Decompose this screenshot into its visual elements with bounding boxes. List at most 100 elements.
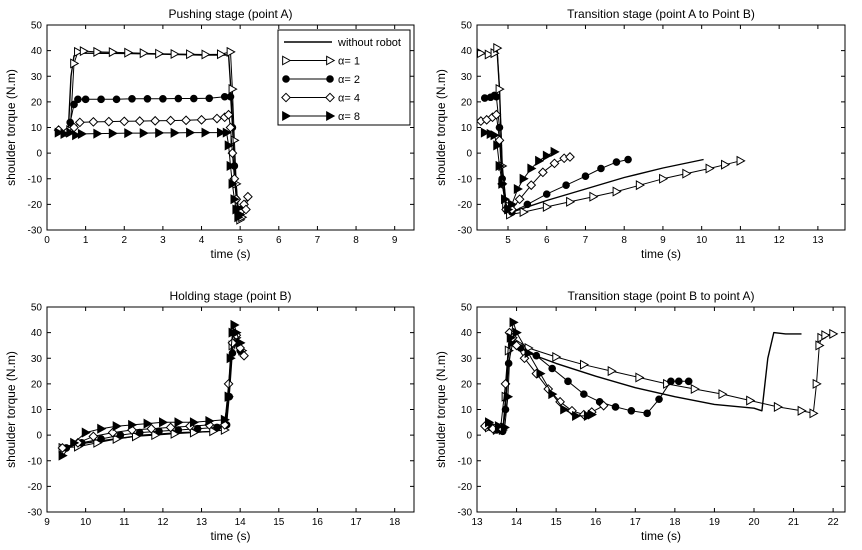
y-tick-label: 30 bbox=[461, 354, 473, 365]
data-point bbox=[159, 95, 167, 103]
data-point bbox=[509, 317, 519, 328]
series-line bbox=[58, 132, 241, 218]
data-point bbox=[589, 191, 599, 202]
x-tick-label: 5 bbox=[505, 235, 511, 246]
legend-marker bbox=[326, 75, 334, 83]
data-point bbox=[495, 123, 504, 132]
data-point bbox=[70, 58, 80, 69]
data-point bbox=[537, 167, 548, 178]
data-point bbox=[550, 146, 560, 157]
data-point bbox=[70, 100, 78, 109]
data-point bbox=[587, 409, 597, 420]
y-tick-label: 30 bbox=[31, 354, 43, 365]
data-point bbox=[643, 409, 651, 418]
series-α-8 bbox=[58, 319, 246, 461]
data-point bbox=[524, 348, 534, 359]
data-point bbox=[484, 49, 494, 60]
data-point bbox=[97, 95, 105, 104]
data-point bbox=[564, 377, 572, 386]
data-point bbox=[504, 345, 514, 356]
data-point bbox=[108, 128, 118, 139]
x-tick-label: 18 bbox=[389, 517, 401, 528]
series-α-2 bbox=[487, 339, 693, 436]
data-point bbox=[225, 122, 236, 133]
data-point bbox=[815, 340, 825, 351]
y-tick-label: 10 bbox=[31, 405, 43, 416]
data-point bbox=[560, 404, 570, 415]
data-point bbox=[491, 109, 502, 120]
data-point bbox=[705, 163, 715, 174]
subplot-1: 0 1 2 3 4 5 6 7 8 9 -30 -20 -10 0 10 20 30 40 50 Pushing st… bbox=[4, 7, 415, 261]
y-tick-label: -10 bbox=[458, 174, 473, 185]
x-tick-label: 8 bbox=[621, 235, 627, 246]
chart-title: Holding stage (point B) bbox=[169, 289, 291, 303]
subplot-3: 9 10 11 12 13 14 15 16 17 18 -30 -20 -10 0 10 20 30 40 50 H… bbox=[4, 289, 415, 543]
data-point bbox=[97, 423, 107, 434]
data-point bbox=[155, 427, 163, 436]
legend-label: α= 8 bbox=[338, 111, 360, 123]
data-point bbox=[829, 328, 839, 339]
data-point bbox=[209, 426, 219, 437]
data-point bbox=[170, 48, 180, 60]
data-point bbox=[165, 422, 176, 433]
data-point bbox=[60, 128, 70, 139]
x-tick-label: 2 bbox=[121, 235, 127, 246]
data-point bbox=[624, 155, 632, 164]
data-point bbox=[220, 414, 230, 425]
data-point bbox=[112, 421, 122, 432]
data-point bbox=[572, 410, 582, 421]
data-point bbox=[119, 116, 130, 127]
data-point bbox=[212, 113, 222, 124]
data-point bbox=[597, 164, 605, 173]
data-point bbox=[635, 180, 645, 191]
y-tick-label: 30 bbox=[461, 72, 473, 83]
data-point bbox=[490, 130, 500, 141]
data-point bbox=[155, 127, 165, 138]
data-point bbox=[223, 109, 234, 120]
data-point bbox=[562, 181, 570, 189]
y-axis-label: shoulder torque (N.m) bbox=[4, 69, 18, 186]
y-tick-label: 20 bbox=[31, 379, 43, 390]
legend-entry: without robot bbox=[284, 37, 401, 49]
x-tick-label: 21 bbox=[788, 517, 800, 528]
data-point bbox=[500, 422, 510, 433]
data-point bbox=[542, 150, 552, 161]
data-point bbox=[236, 209, 246, 220]
data-point bbox=[74, 117, 85, 128]
data-point bbox=[88, 431, 99, 442]
data-point bbox=[675, 377, 683, 386]
legend-marker bbox=[281, 92, 291, 103]
data-point bbox=[684, 377, 693, 386]
data-point bbox=[193, 424, 202, 433]
legend-marker bbox=[326, 55, 336, 66]
series-α-1 bbox=[477, 43, 746, 220]
data-point bbox=[216, 127, 227, 138]
data-point bbox=[821, 330, 831, 341]
data-point bbox=[186, 127, 196, 138]
x-tick-label: 14 bbox=[235, 517, 247, 528]
x-tick-label: 22 bbox=[828, 517, 840, 528]
plot-frame bbox=[46, 306, 415, 513]
data-point bbox=[514, 194, 525, 205]
y-tick-label: 40 bbox=[461, 46, 473, 57]
data-point bbox=[116, 431, 125, 439]
data-point bbox=[150, 115, 161, 126]
data-point bbox=[552, 351, 562, 363]
data-point bbox=[201, 49, 211, 60]
data-point bbox=[535, 155, 545, 166]
data-point bbox=[230, 319, 240, 330]
data-point bbox=[655, 395, 663, 404]
data-point bbox=[103, 116, 114, 127]
data-point bbox=[66, 118, 74, 127]
x-tick-label: 15 bbox=[273, 517, 285, 528]
y-tick-label: 50 bbox=[461, 303, 473, 314]
data-point bbox=[721, 159, 731, 170]
data-point bbox=[532, 351, 541, 360]
data-point bbox=[566, 196, 576, 207]
data-point bbox=[224, 391, 234, 402]
y-axis-label: shoulder torque (N.m) bbox=[434, 351, 448, 468]
y-axis-label: shoulder torque (N.m) bbox=[4, 351, 18, 468]
data-point bbox=[170, 428, 180, 439]
series-line bbox=[484, 95, 629, 213]
plot-frame bbox=[476, 24, 846, 231]
